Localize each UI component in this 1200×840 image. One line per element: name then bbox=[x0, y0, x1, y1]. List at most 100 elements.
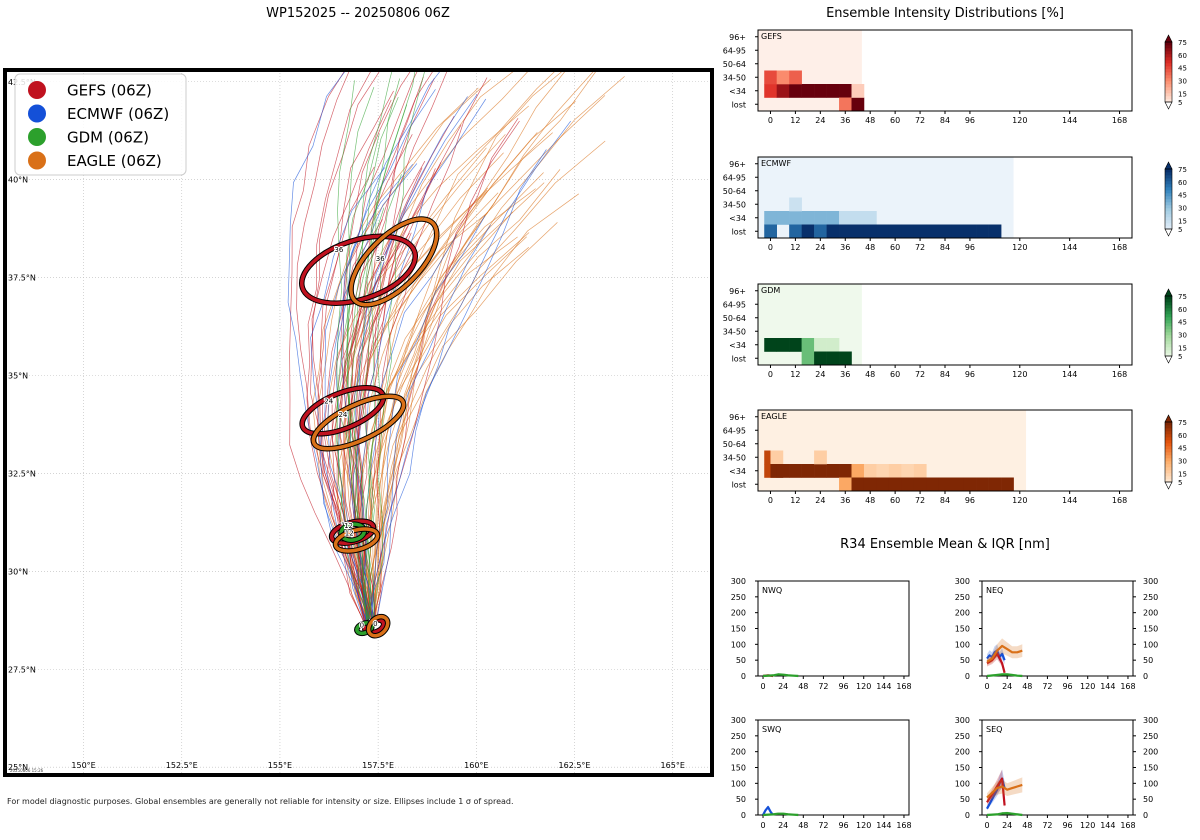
track-gefs bbox=[326, 232, 410, 627]
colorbar-swatch bbox=[1165, 45, 1172, 49]
colorbar-extend-min bbox=[1164, 481, 1173, 490]
colorbar-swatch bbox=[1165, 437, 1172, 441]
y-tick-label-right: 50 bbox=[1143, 795, 1153, 804]
y-tick-label-right: 200 bbox=[1143, 609, 1158, 618]
colorbar-swatch bbox=[1165, 296, 1172, 300]
tau-label: 0 bbox=[360, 621, 364, 629]
x-tick-label: 24 bbox=[815, 243, 825, 252]
ellipse-ring bbox=[366, 614, 390, 638]
colorbar-swatch bbox=[1165, 81, 1172, 85]
tau-label: 24 bbox=[338, 411, 347, 419]
colorbar-swatch bbox=[1165, 317, 1172, 321]
y-tick-label: 200 bbox=[731, 609, 746, 618]
colorbar-swatch bbox=[1165, 440, 1172, 444]
r34-frame bbox=[757, 719, 910, 816]
y-tick-label: 0 bbox=[741, 672, 746, 681]
colorbar-swatch bbox=[1165, 326, 1172, 330]
x-tick-label: 168 bbox=[1112, 370, 1127, 379]
y-tick-label: 64-95 bbox=[723, 46, 746, 55]
y-tick-label: 200 bbox=[731, 748, 746, 757]
r34-panel-swq: SWQ 0 50 100 150 200 250 300 0 24 48 72 96 120 144 168 bbox=[731, 716, 912, 830]
x-tick-label: 72 bbox=[915, 370, 925, 379]
colorbar-swatch bbox=[1165, 72, 1172, 76]
lat-tick-label: 25°N bbox=[8, 763, 28, 772]
colorbar-tick-label: 30 bbox=[1178, 78, 1187, 86]
x-tick-label: 168 bbox=[1120, 821, 1135, 830]
heatmap-cell bbox=[814, 450, 827, 465]
heatmap-cell bbox=[888, 464, 902, 478]
x-tick-label: 48 bbox=[865, 116, 875, 125]
colorbar-swatch bbox=[1165, 172, 1172, 176]
y-tick-label-right: 100 bbox=[1143, 779, 1158, 788]
heatmap-cell bbox=[963, 477, 977, 492]
colorbar-swatch bbox=[1165, 169, 1172, 173]
colorbar-tick-label: 15 bbox=[1178, 470, 1187, 478]
x-tick-label: 84 bbox=[940, 370, 950, 379]
heatmap-cell bbox=[764, 70, 777, 85]
x-tick-label: 24 bbox=[1002, 682, 1012, 691]
colorbar-swatch bbox=[1165, 299, 1172, 303]
y-tick-label: 50-64 bbox=[723, 314, 746, 323]
x-tick-label: 60 bbox=[890, 496, 900, 505]
r34-frame bbox=[981, 580, 1134, 677]
y-tick-label: 300 bbox=[731, 577, 746, 586]
colorbar-swatch bbox=[1165, 458, 1172, 462]
heatmap-cell bbox=[801, 338, 815, 352]
y-tick-label: 200 bbox=[955, 609, 970, 618]
colorbar-swatch bbox=[1165, 66, 1172, 70]
x-tick-label: 120 bbox=[1080, 821, 1095, 830]
track-gdm bbox=[346, 70, 393, 627]
heatmap-cell bbox=[789, 211, 802, 225]
ellipse-ring bbox=[349, 217, 439, 307]
heatmap-cell bbox=[801, 464, 815, 478]
y-tick-label-right: 200 bbox=[1143, 748, 1158, 757]
heatmap-cell bbox=[839, 97, 852, 112]
x-tick-label: 12 bbox=[790, 116, 800, 125]
x-tick-label: 96 bbox=[965, 116, 975, 125]
x-tick-label: 144 bbox=[1062, 116, 1077, 125]
r34-panel-neq: NEQ 0 0 50 50 100 100 150 150 200 200 250 250 300 300 0… bbox=[955, 577, 1159, 691]
colorbar-tick-label: 30 bbox=[1178, 205, 1187, 213]
colorbar-swatch bbox=[1165, 314, 1172, 318]
colorbar-swatch bbox=[1165, 305, 1172, 309]
heatmap-cell bbox=[814, 351, 827, 366]
heatmap-label: ECMWF bbox=[761, 159, 791, 168]
y-tick-label: 64-95 bbox=[723, 426, 746, 435]
colorbar-tick-label: 45 bbox=[1178, 319, 1187, 327]
heatmap-cell bbox=[789, 224, 802, 239]
lat-tick-label: 37.5°N bbox=[8, 274, 36, 283]
x-tick-label: 0 bbox=[984, 821, 989, 830]
legend-label-ecmwf: ECMWF (06Z) bbox=[67, 105, 169, 123]
colorbar-eagle: 515 30 45 60 75 bbox=[1164, 414, 1187, 490]
r34-panel-label: SEQ bbox=[986, 725, 1002, 734]
heatmap-cell bbox=[951, 477, 964, 492]
track-ecmwf bbox=[287, 70, 369, 627]
y-tick-label: 150 bbox=[731, 625, 746, 634]
x-tick-label: 144 bbox=[1100, 821, 1115, 830]
intensity-title: Ensemble Intensity Distributions [%] bbox=[826, 6, 1064, 21]
colorbar-extend-min bbox=[1164, 101, 1173, 110]
x-tick-label: 24 bbox=[778, 682, 788, 691]
lon-tick-label: 165°E bbox=[661, 761, 685, 770]
x-tick-label: 168 bbox=[896, 821, 911, 830]
r34-mean-eagle bbox=[986, 644, 1023, 663]
heatmap-cell bbox=[801, 224, 815, 239]
x-tick-label: 0 bbox=[768, 496, 773, 505]
y-tick-label: 100 bbox=[955, 640, 970, 649]
x-tick-label: 72 bbox=[915, 243, 925, 252]
r34-mean-gdm bbox=[986, 673, 1023, 678]
colorbar-swatch bbox=[1165, 338, 1172, 342]
x-tick-label: 96 bbox=[1062, 821, 1072, 830]
x-tick-label: 168 bbox=[1112, 496, 1127, 505]
ellipse-eagle-36: 36 bbox=[348, 216, 440, 308]
x-tick-label: 24 bbox=[815, 116, 825, 125]
track-ecmwf bbox=[371, 120, 571, 627]
colorbar-extend-max bbox=[1164, 34, 1173, 43]
r34-panel-nwq: NWQ 0 50 100 150 200 250 300 0 24 48 72 96 120 144 168 bbox=[731, 577, 912, 691]
heatmap-cell bbox=[789, 70, 802, 85]
y-tick-label: 100 bbox=[731, 640, 746, 649]
y-tick-label: lost bbox=[732, 480, 746, 489]
x-tick-label: 48 bbox=[865, 243, 875, 252]
map-timestamp: 20250806 15:26 bbox=[10, 768, 44, 773]
x-tick-label: 168 bbox=[1112, 243, 1127, 252]
